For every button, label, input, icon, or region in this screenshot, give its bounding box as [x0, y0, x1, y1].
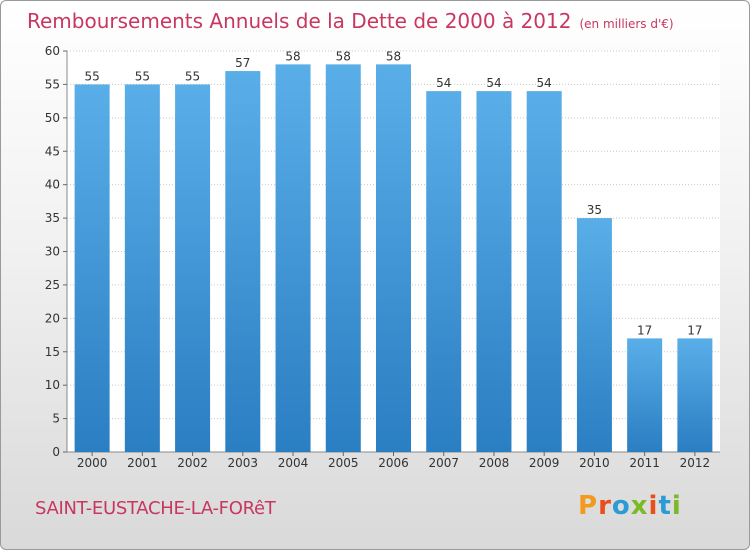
logo-letter: P [578, 491, 599, 521]
commune-name: SAINT-EUSTACHE-LA-FORêT [35, 498, 276, 519]
y-tick-label: 10 [45, 378, 60, 392]
x-tick-label: 2010 [579, 456, 610, 470]
x-tick-label: 2008 [479, 456, 510, 470]
y-tick-label: 20 [45, 311, 60, 325]
bar [376, 64, 411, 452]
bar [677, 338, 713, 452]
bar-value-label: 58 [285, 49, 300, 63]
bar [426, 91, 462, 452]
bar [325, 64, 361, 452]
x-tick-label: 2002 [177, 456, 208, 470]
bar [124, 84, 160, 453]
bar [275, 64, 311, 452]
chart-title: Remboursements Annuels de la Dette de 20… [27, 9, 674, 33]
bar-value-label: 55 [185, 69, 200, 83]
bar [576, 218, 612, 452]
y-tick-label: 50 [45, 111, 60, 125]
bar-value-label: 17 [637, 323, 652, 337]
y-tick-label: 45 [45, 144, 60, 158]
y-tick-label: 55 [45, 77, 60, 91]
logo-letter: o [611, 491, 631, 521]
logo-letter: i [648, 491, 659, 521]
y-tick-label: 0 [52, 445, 60, 459]
y-tick-label: 5 [52, 412, 60, 426]
logo-letter: t [658, 491, 672, 521]
y-tick-label: 40 [45, 178, 60, 192]
x-tick-label: 2005 [328, 456, 359, 470]
bar-value-label: 58 [386, 49, 401, 63]
bar-value-label: 57 [235, 56, 250, 70]
bar-value-label: 55 [84, 69, 99, 83]
x-tick-label: 2012 [680, 456, 711, 470]
logo-letter: x [630, 491, 649, 521]
bar [476, 91, 512, 452]
unit-label: (en milliers d'€) [579, 17, 674, 31]
x-tick-label: 2011 [629, 456, 660, 470]
x-tick-label: 2000 [77, 456, 108, 470]
logo-letter: i [671, 491, 682, 521]
bar-value-label: 55 [135, 69, 150, 83]
y-tick-label: 15 [45, 345, 60, 359]
bar-value-label: 35 [587, 203, 602, 217]
x-tick-label: 2006 [378, 456, 409, 470]
bar-value-label: 17 [687, 323, 702, 337]
x-tick-label: 2004 [278, 456, 309, 470]
x-tick-label: 2007 [428, 456, 459, 470]
bar [526, 91, 562, 452]
x-tick-label: 2009 [529, 456, 560, 470]
y-tick-label: 25 [45, 278, 60, 292]
bar [225, 71, 261, 453]
bar-value-label: 54 [486, 76, 501, 90]
y-tick-label: 35 [45, 211, 60, 225]
bar-value-label: 58 [336, 49, 351, 63]
y-tick-label: 60 [45, 44, 60, 58]
y-tick-label: 30 [45, 245, 60, 259]
logo-letter: r [598, 491, 612, 521]
bar [175, 84, 211, 453]
x-tick-label: 2001 [127, 456, 158, 470]
bar-value-label: 54 [436, 76, 451, 90]
bar [627, 338, 663, 452]
x-tick-label: 2003 [228, 456, 259, 470]
bar [74, 84, 110, 453]
bar-value-label: 54 [537, 76, 552, 90]
proxiti-logo: Proxiti [578, 491, 682, 521]
